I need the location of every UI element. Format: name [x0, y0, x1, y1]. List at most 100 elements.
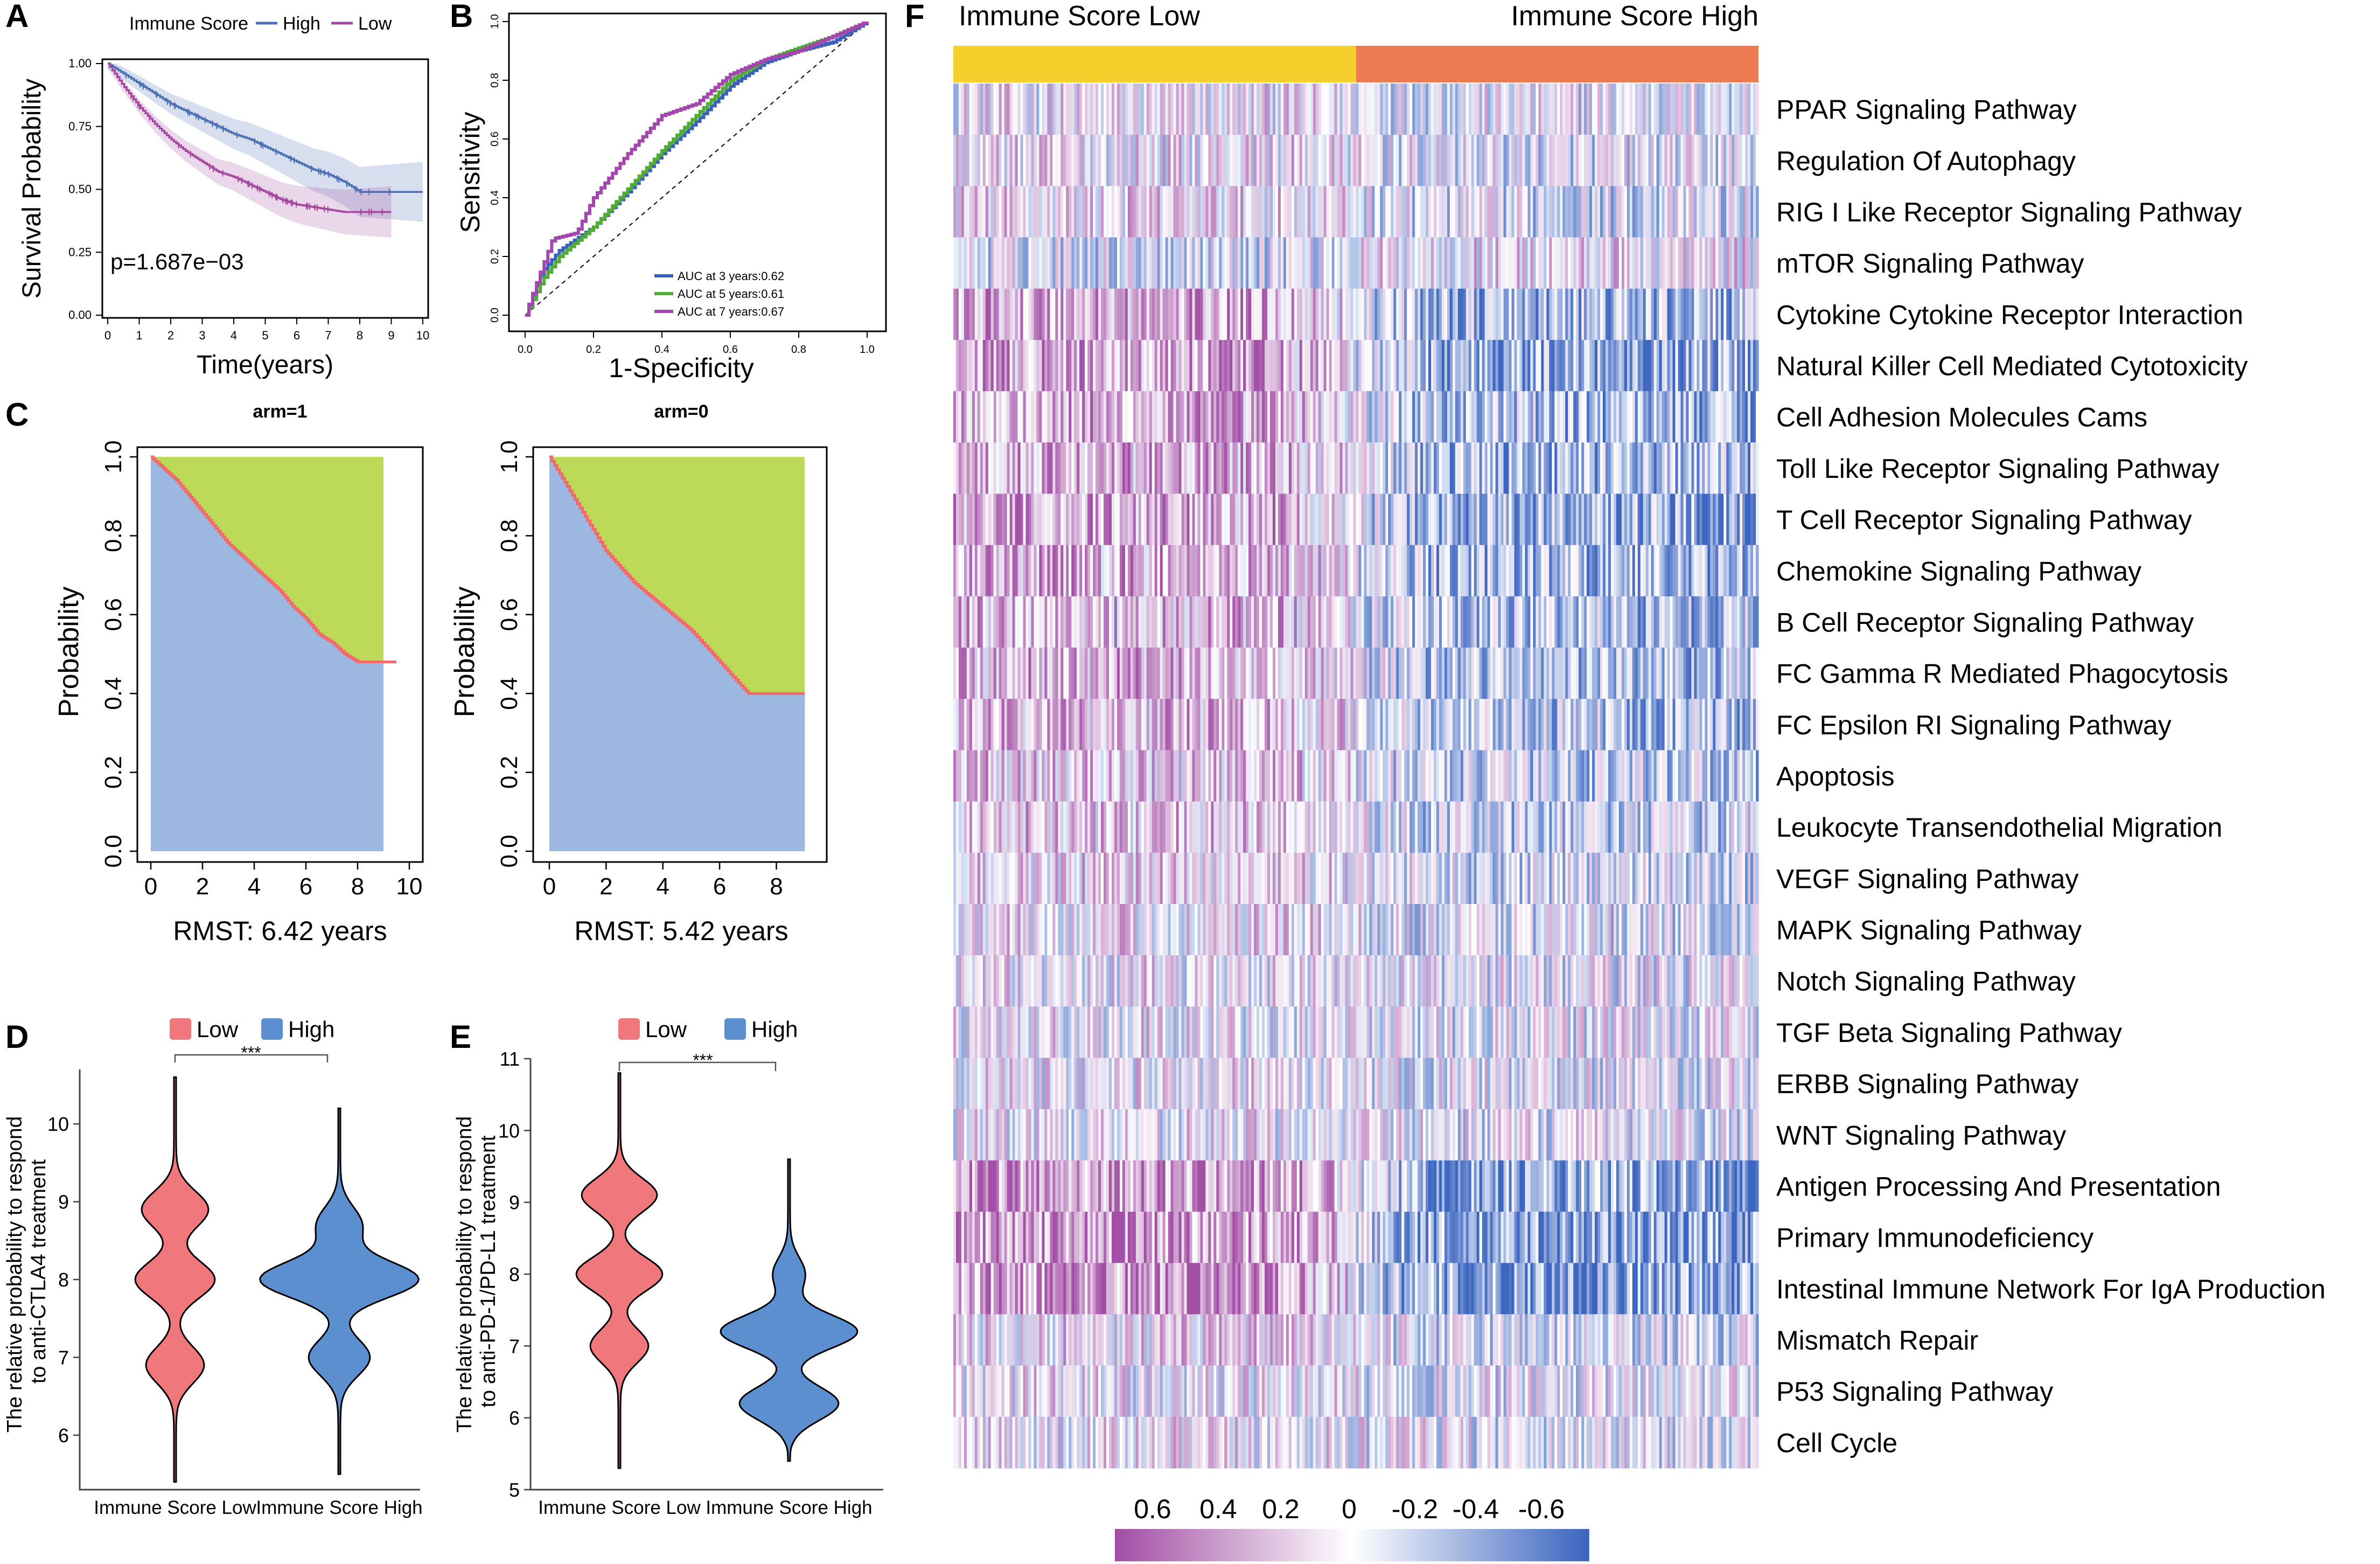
heat-cell — [1656, 493, 1660, 546]
heat-cell — [1377, 237, 1380, 289]
heat-cell — [1114, 545, 1118, 597]
heat-cell — [1571, 442, 1574, 495]
heat-cell — [1361, 84, 1365, 135]
heat-cell — [1407, 186, 1410, 238]
heat-cell — [1143, 237, 1147, 289]
heat-cell — [1339, 648, 1343, 699]
heat-cell — [1146, 493, 1150, 546]
heat-cell — [1313, 84, 1316, 135]
heat-cell — [1364, 339, 1367, 392]
heat-cell — [1125, 186, 1128, 238]
heat-cell — [1372, 545, 1375, 597]
heat-cell — [1265, 596, 1268, 648]
heat-cell — [1160, 339, 1163, 392]
heat-cell — [1181, 442, 1185, 495]
heat-cell — [1637, 186, 1641, 238]
heat-cell — [1109, 493, 1112, 546]
heat-cell — [1391, 391, 1394, 443]
heat-cell — [1178, 699, 1182, 751]
heat-cell — [1345, 288, 1349, 340]
heat-cell — [1186, 493, 1190, 546]
heat-cell — [1087, 339, 1091, 392]
heat-cell — [1114, 84, 1118, 135]
heat-cell — [1098, 339, 1101, 392]
heat-cell — [1052, 339, 1056, 392]
heat-cell — [1640, 391, 1644, 443]
heat-cell — [1337, 135, 1341, 186]
heat-cell — [1031, 237, 1035, 289]
heat-cell — [1219, 699, 1222, 751]
heat-cell — [1257, 545, 1260, 597]
heat-cell — [1230, 545, 1233, 597]
heat-cell — [1605, 493, 1609, 546]
heat-cell — [1326, 339, 1330, 392]
heat-cell — [1278, 186, 1281, 238]
heat-cell — [1444, 596, 1448, 648]
heat-cell — [980, 648, 983, 699]
heat-cell — [958, 186, 962, 238]
heat-cell — [1321, 801, 1324, 853]
heat-cell — [1151, 339, 1155, 392]
heat-cell — [1667, 545, 1671, 597]
heat-cell — [1098, 852, 1101, 905]
heat-cell — [1181, 493, 1185, 546]
heat-cell — [1106, 699, 1109, 751]
y-tick-label: 11 — [500, 1048, 520, 1070]
heat-cell — [1178, 391, 1182, 443]
heat-cell — [966, 186, 970, 238]
heat-cell — [1664, 84, 1668, 135]
heat-cell — [1549, 493, 1552, 546]
heat-cell — [1729, 648, 1732, 699]
heat-cell — [1015, 493, 1018, 546]
heat-cell — [1050, 801, 1053, 853]
heat-cell — [1071, 750, 1074, 802]
heat-cell — [1484, 135, 1488, 186]
heat-cell — [1503, 596, 1507, 648]
heat-cell — [1356, 186, 1359, 238]
heat-cell — [1050, 84, 1053, 135]
heat-cell — [1463, 135, 1467, 186]
heat-cell — [1063, 237, 1066, 289]
heat-cell — [1748, 750, 1751, 802]
heat-cell — [1323, 852, 1327, 905]
heat-cell — [1388, 493, 1391, 546]
heat-cell — [1587, 288, 1590, 340]
heat-cell — [1401, 699, 1405, 751]
heat-cell — [1216, 288, 1219, 340]
heat-cell — [1653, 545, 1657, 597]
y-tick-label: 6 — [509, 1407, 520, 1429]
heat-cell — [1702, 801, 1705, 853]
heat-cell — [1726, 288, 1729, 340]
heat-cell — [1323, 135, 1327, 186]
heat-cell — [1468, 442, 1472, 495]
heat-cell — [1560, 135, 1563, 186]
heat-cell — [1484, 288, 1488, 340]
y-tick-label: 0.50 — [68, 183, 92, 196]
heat-cell — [1358, 288, 1362, 340]
heat-cell — [1334, 237, 1338, 289]
heat-cell — [1135, 648, 1139, 699]
heat-cell — [1321, 288, 1324, 340]
heat-cell — [985, 339, 989, 392]
heat-cell — [1186, 237, 1190, 289]
heat-cell — [1302, 699, 1306, 751]
heat-cell — [1374, 493, 1378, 546]
heat-cell — [1211, 237, 1214, 289]
heat-cell — [1380, 801, 1383, 853]
heat-cell — [1304, 186, 1308, 238]
heat-cell — [1688, 391, 1692, 443]
heat-cell — [961, 699, 965, 751]
heat-cell — [1426, 545, 1429, 597]
heat-cell — [1439, 852, 1442, 905]
heat-cell — [1348, 237, 1351, 289]
heat-cell — [1500, 648, 1504, 699]
heat-cell — [1358, 801, 1362, 853]
heat-cell — [1436, 493, 1440, 546]
heat-cell — [1071, 135, 1074, 186]
heat-cell — [1135, 339, 1139, 392]
heat-cell — [1439, 135, 1442, 186]
heat-cell — [1476, 237, 1480, 289]
heat-cell — [1321, 84, 1324, 135]
heat-cell — [1393, 391, 1397, 443]
legend-label: AUC at 5 years:0.61 — [678, 287, 784, 301]
